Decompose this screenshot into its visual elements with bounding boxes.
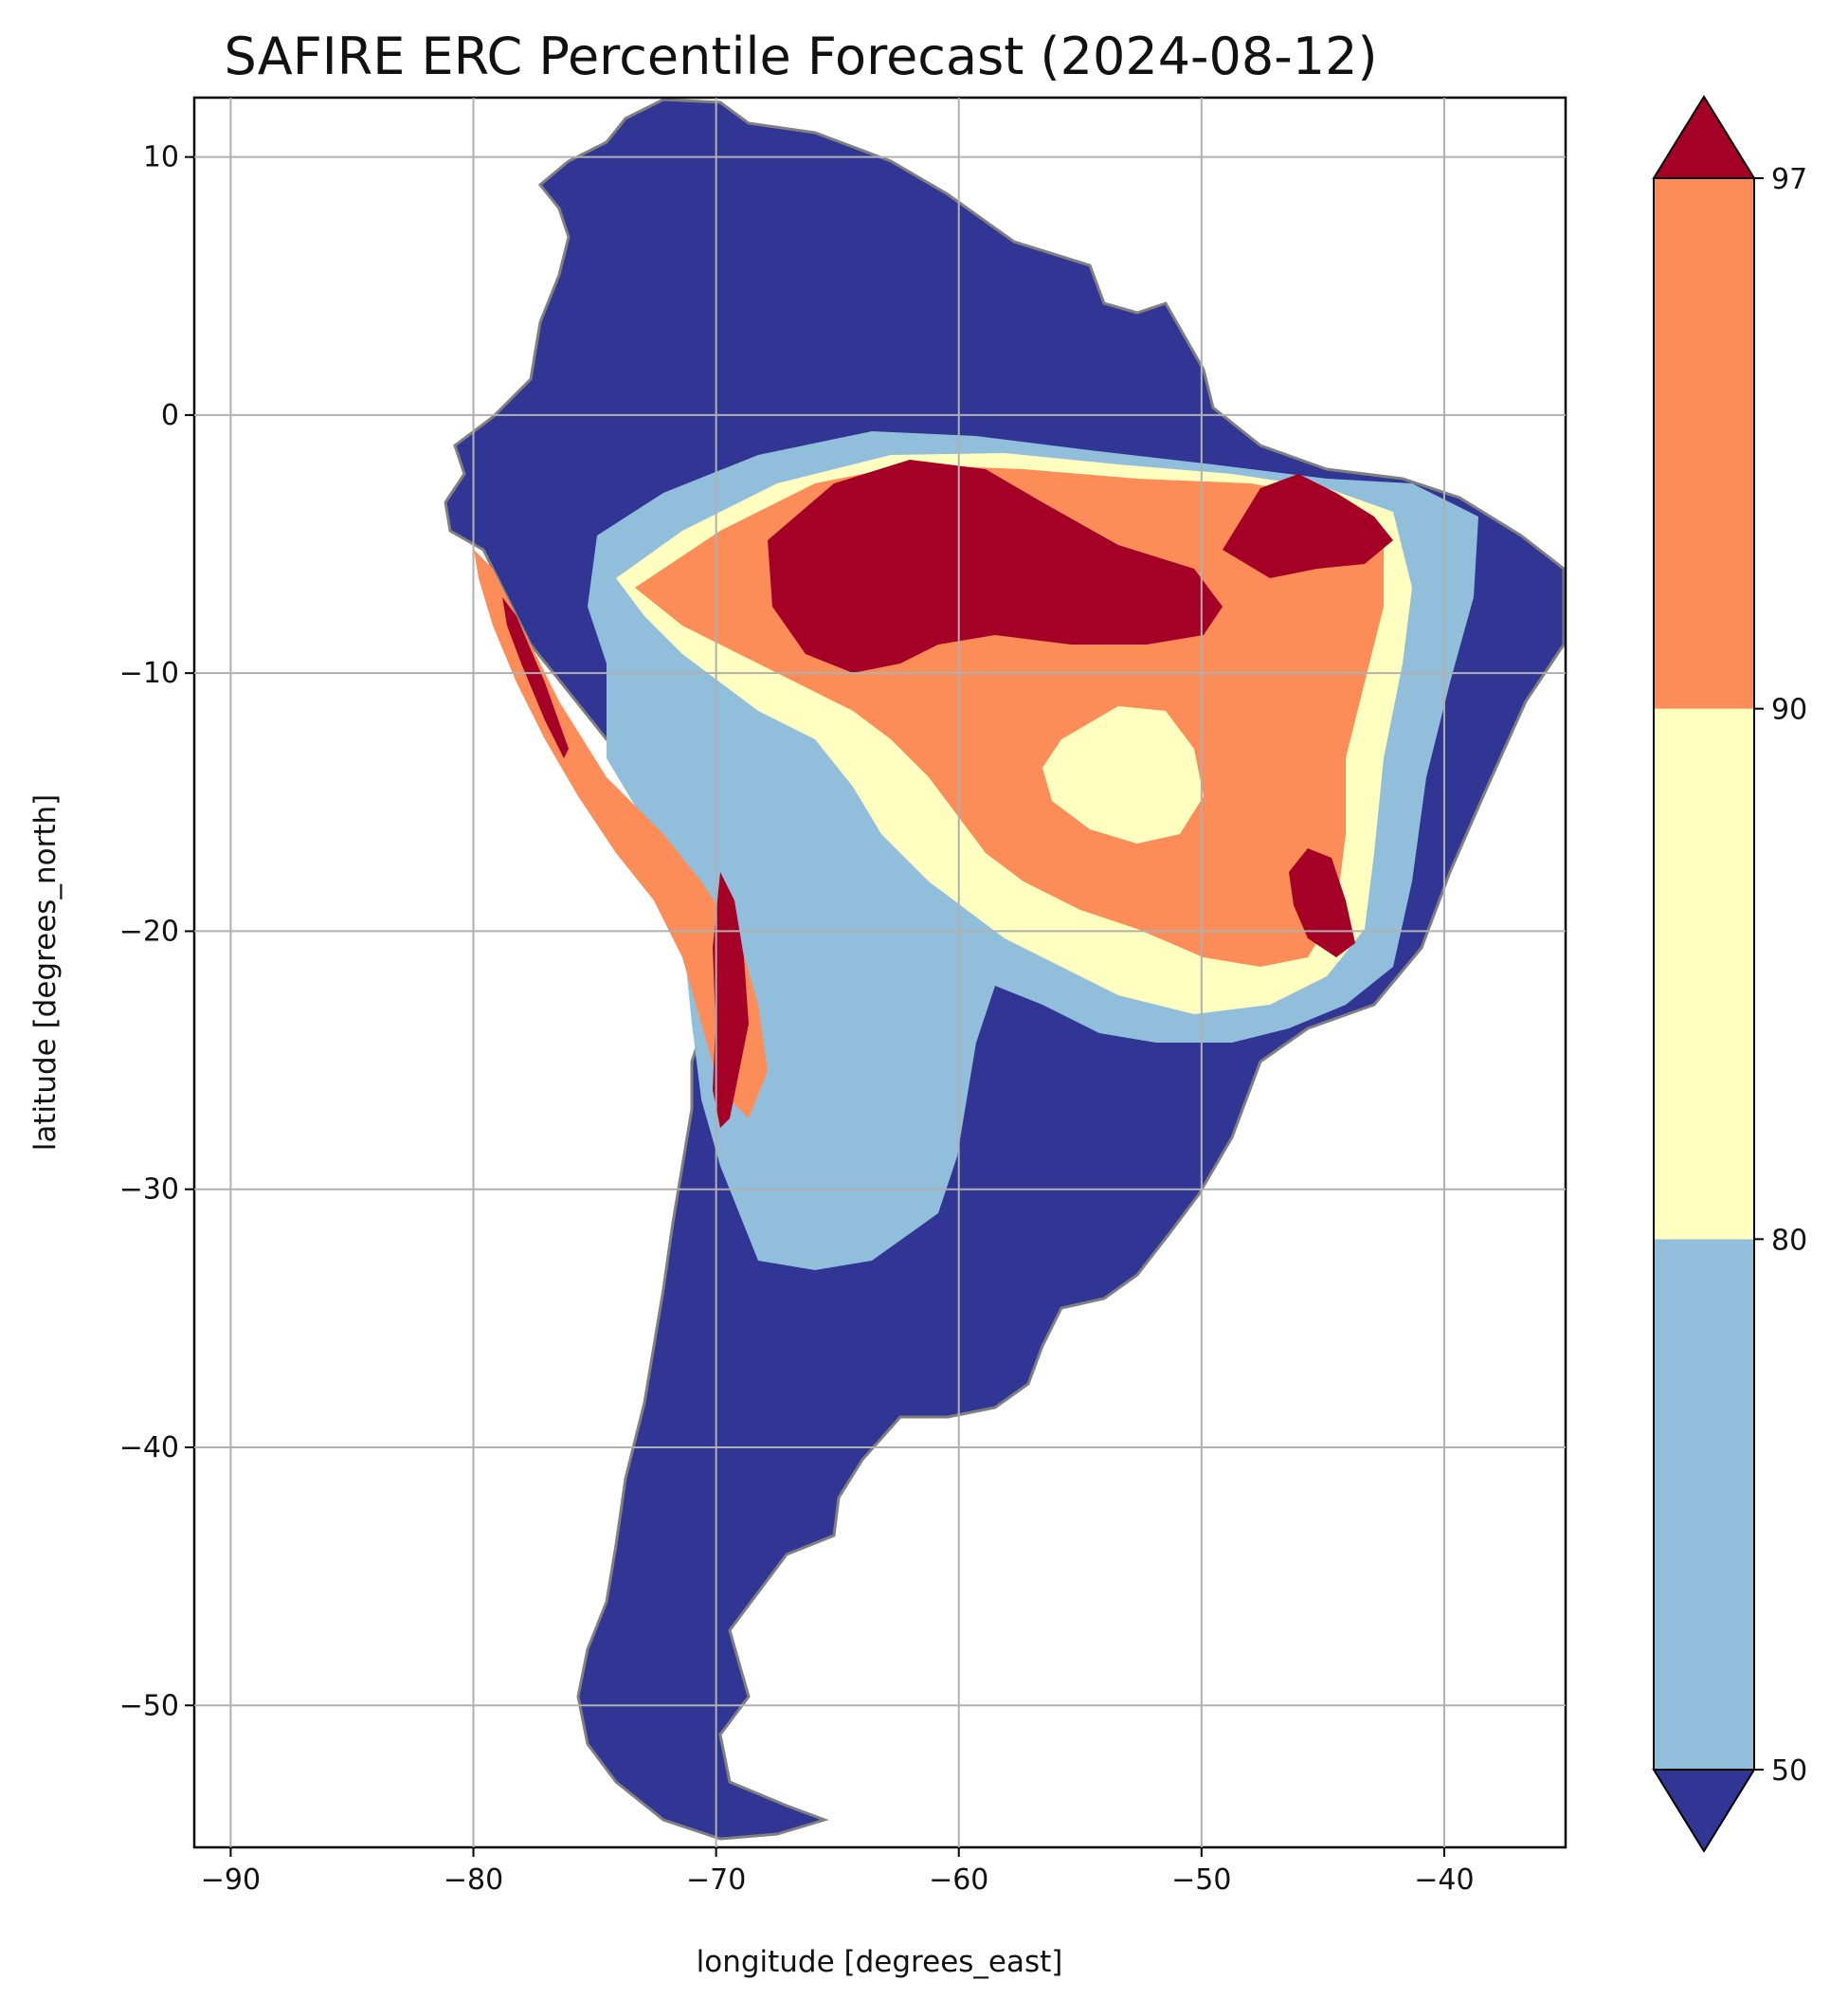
x-axis-label: longitude [degrees_east]: [697, 1945, 1063, 1979]
x-tick-label: −40: [1414, 1863, 1474, 1897]
y-tick-label: −40: [119, 1431, 179, 1464]
colorbar-tick-label: 50: [1771, 1754, 1807, 1788]
x-tick-label: −70: [686, 1863, 746, 1897]
region-andes-above-97: [502, 597, 749, 1128]
colorbar-tick-label: 80: [1771, 1224, 1807, 1257]
x-tick-label: −60: [929, 1863, 988, 1897]
gridlines: [194, 98, 1566, 1847]
colorbar-segment: [1654, 708, 1754, 1240]
y-tick-label: −30: [119, 1173, 179, 1207]
colorbar-extend-bottom: [1652, 1769, 1756, 1853]
percentile-regions: [444, 98, 1566, 1841]
region-80-90-interior: [1042, 706, 1204, 844]
colorbar-tick-label: 90: [1771, 694, 1807, 727]
colorbar-extend-top: [1652, 95, 1756, 179]
region-above-97-southeast: [1289, 848, 1355, 957]
x-tick-label: −50: [1171, 1863, 1231, 1897]
colorbar: 50 80 90 97: [1652, 95, 1807, 1853]
x-tick-label: −80: [444, 1863, 503, 1897]
region-above-97-east: [1223, 474, 1393, 578]
region-above-97-north: [768, 460, 1223, 673]
y-tick-label: 10: [143, 141, 179, 174]
map-title: SAFIRE ERC Percentile Forecast (2024-08-…: [224, 27, 1378, 86]
x-ticks: −90 −80 −70 −60 −50 −40: [201, 1847, 1475, 1897]
y-tick-label: −20: [119, 915, 179, 948]
plot-border: [192, 96, 1567, 1849]
y-tick-label: 0: [161, 399, 179, 432]
y-tick-label: −10: [119, 657, 179, 690]
colorbar-segment: [1654, 178, 1754, 709]
colorbar-tick-label: 97: [1771, 163, 1807, 196]
colorbar-segment: [1654, 1239, 1754, 1770]
x-tick-label: −90: [201, 1863, 261, 1897]
y-tick-label: −50: [119, 1689, 179, 1722]
y-axis-label: latitude [degrees_north]: [28, 794, 63, 1151]
y-ticks: 10 0 −10 −20 −30 −40 −50: [119, 141, 194, 1722]
colorbar-frame: [1653, 177, 1755, 1771]
